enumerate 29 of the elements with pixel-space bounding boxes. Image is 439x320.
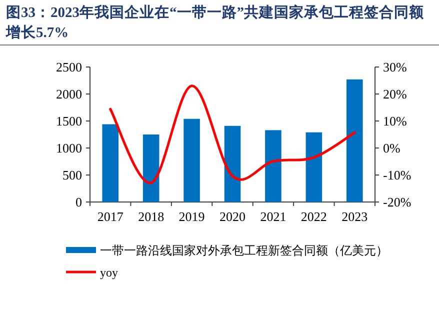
x-tick-label: 2018: [138, 209, 164, 224]
y2-tick-label: -20%: [383, 194, 412, 210]
y-tick-label: 1500: [56, 114, 82, 128]
x-tick-label: 2021: [260, 209, 286, 224]
bar: [102, 124, 118, 202]
y2-tick-label: 30%: [383, 60, 407, 74]
x-tick-label: 2023: [342, 209, 368, 224]
y-tick-label: 2500: [56, 60, 82, 74]
legend-label: yoy: [100, 266, 118, 280]
bar: [265, 130, 282, 202]
bar: [346, 79, 363, 202]
y2-tick-label: -10%: [383, 168, 412, 182]
y2-tick-label: 20%: [383, 86, 407, 102]
y-tick-label: 500: [62, 168, 82, 182]
bar: [142, 134, 160, 202]
y-tick-label: 0: [76, 194, 82, 210]
y-tick-label: 1000: [56, 140, 82, 156]
x-tick-label: 2020: [220, 209, 246, 224]
legend-label: 一带一路沿线国家对外承包工程新签合同额（亿美元）: [100, 244, 388, 258]
bar: [224, 126, 241, 202]
y-tick-label: 2000: [56, 86, 82, 102]
y2-tick-label: 10%: [383, 114, 407, 128]
chart-title: 图33：2023年我国企业在“一带一路”共建国家承包工程签合同额增长5.7%: [5, 3, 425, 41]
bar: [184, 118, 200, 202]
x-tick-label: 2022: [300, 209, 327, 224]
x-tick-label: 2019: [178, 209, 205, 224]
y2-tick-label: 0%: [383, 140, 400, 156]
bar: [306, 132, 322, 202]
x-tick-label: 2017: [97, 209, 124, 224]
